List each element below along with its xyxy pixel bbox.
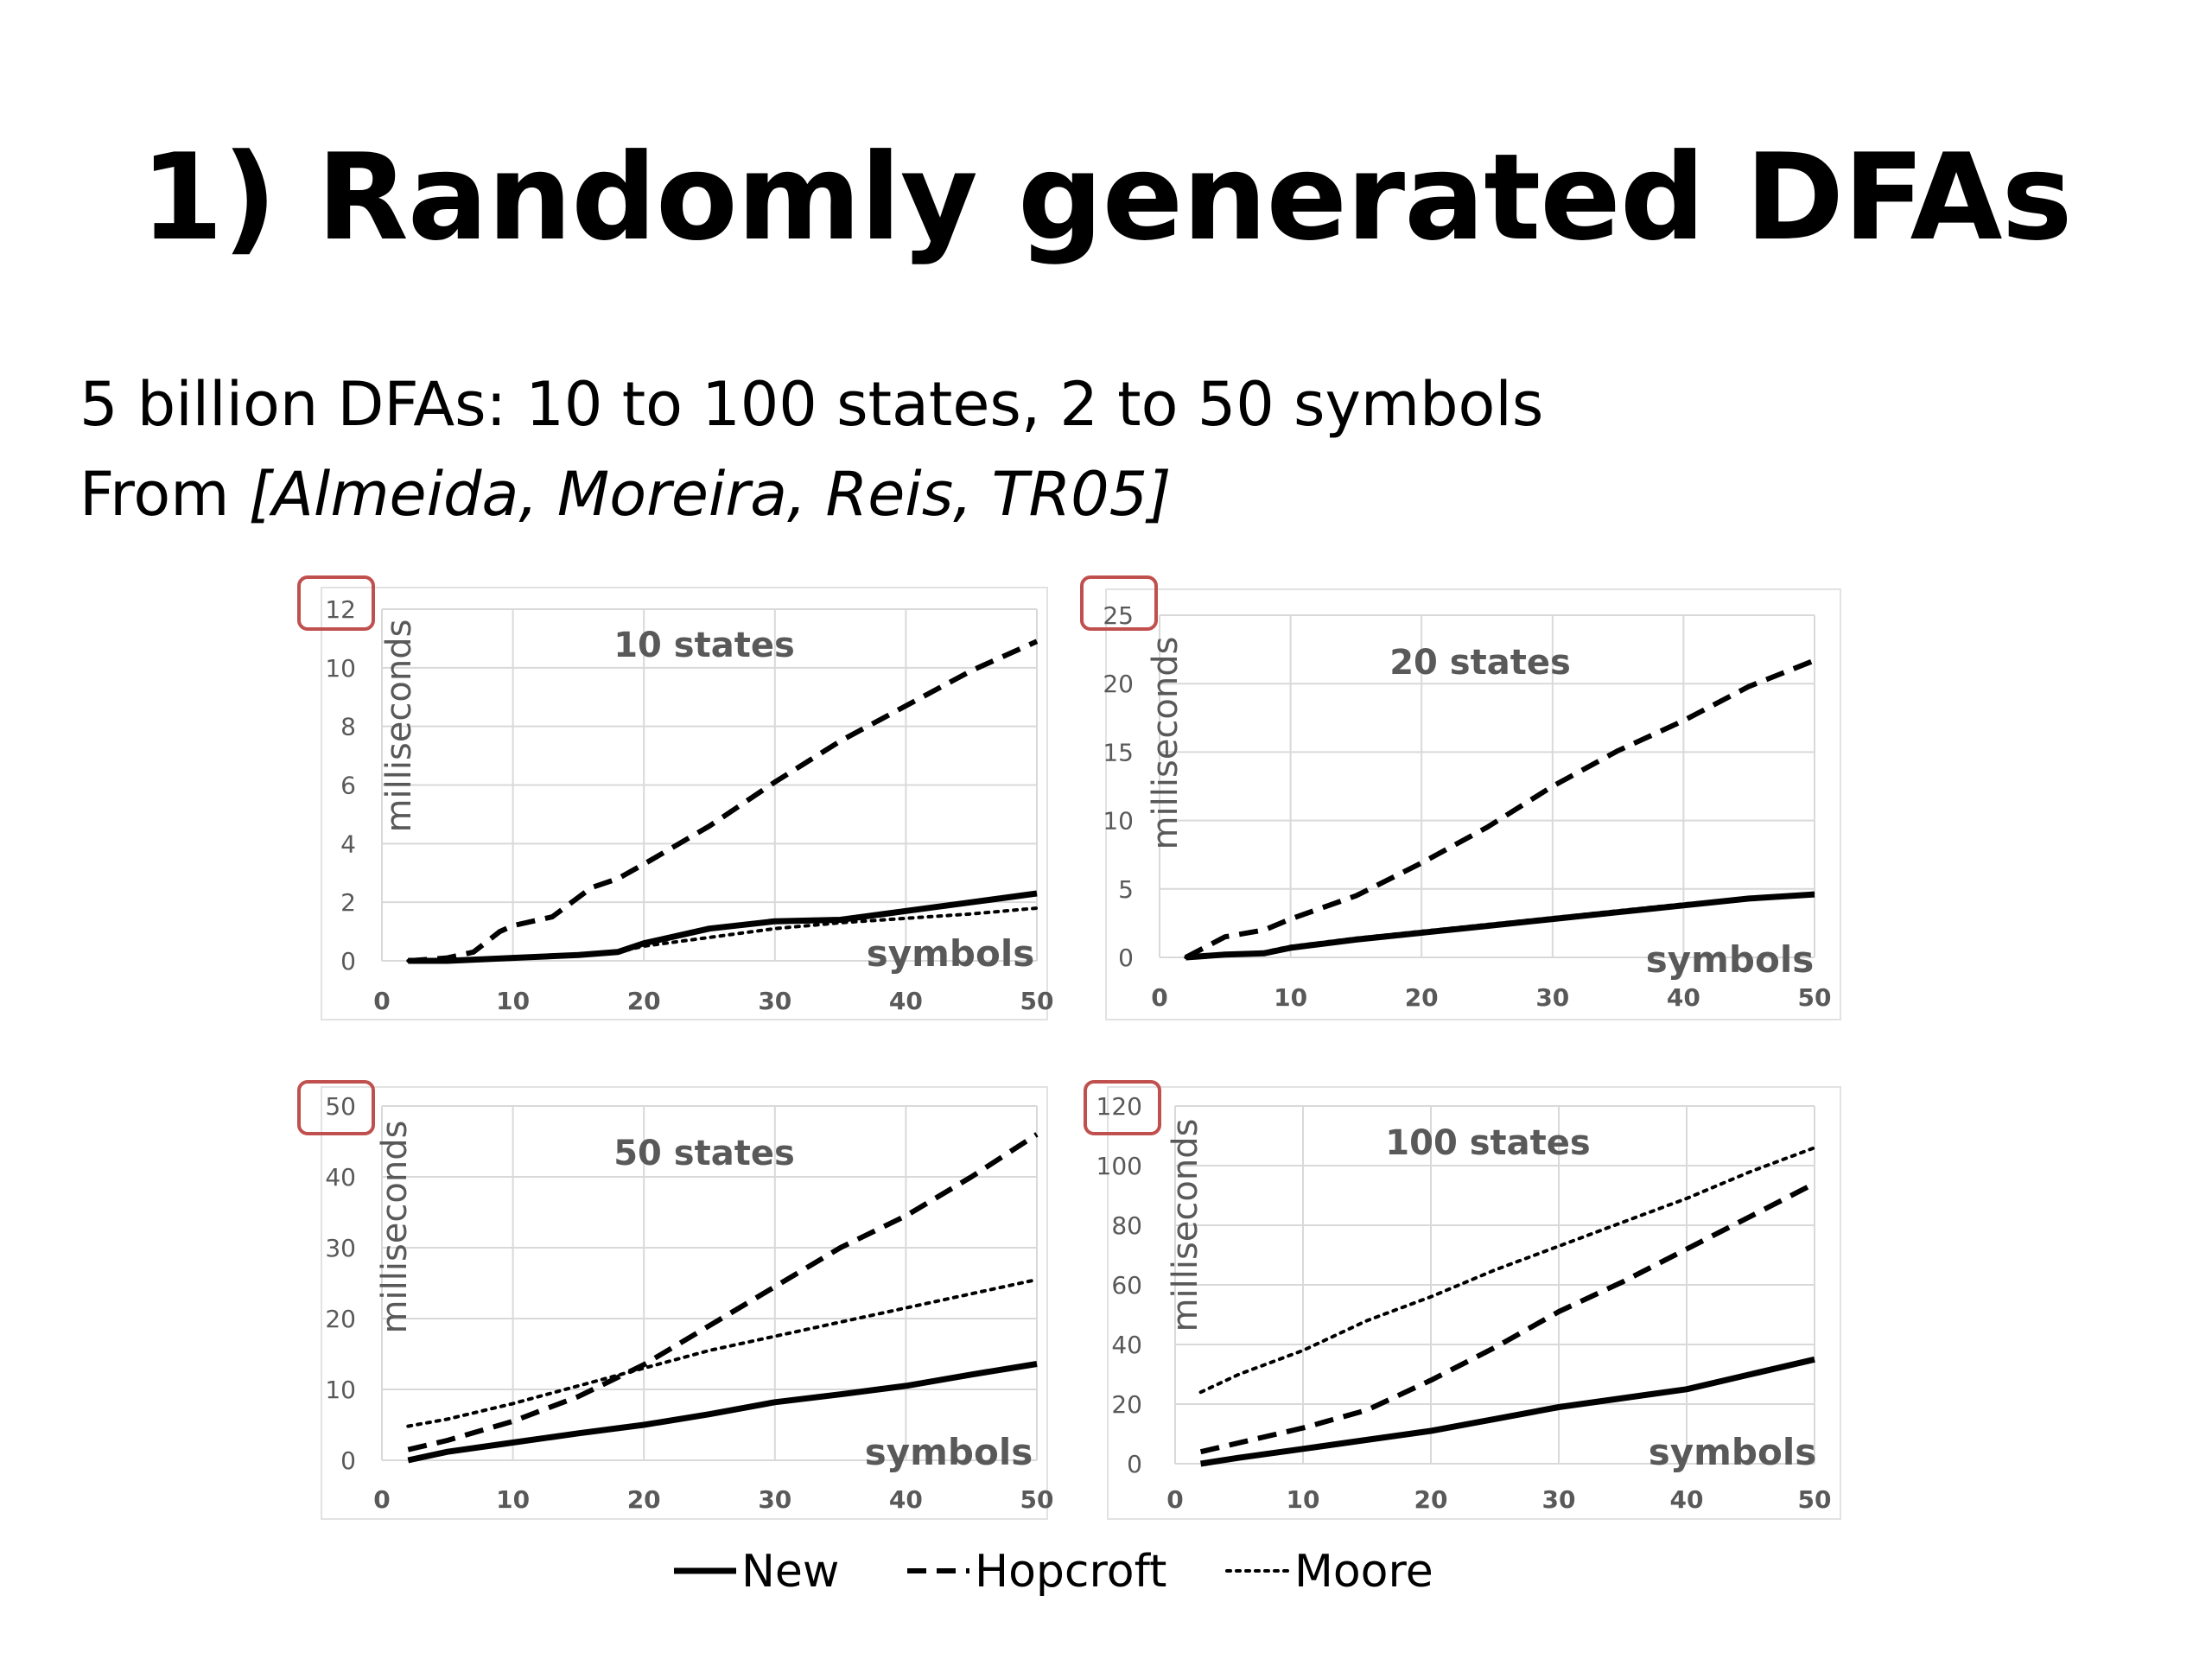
x-axis-label: symbols [865,1431,1033,1473]
x-tick-label: 40 [1670,1485,1704,1514]
x-tick-label: 40 [889,987,923,1015]
legend-label: New [741,1546,839,1598]
y-tick-label: 10 [325,654,356,683]
x-tick-label: 20 [627,1485,661,1514]
legend-label: Moore [1294,1546,1433,1598]
slide-title: 1) Randomly generated DFAs [140,128,2072,267]
x-axis-label: symbols [1649,1431,1816,1473]
x-tick-label: 20 [1414,1485,1448,1514]
highlight-box [1080,575,1158,631]
y-tick-label: 30 [325,1234,356,1262]
x-tick-label: 10 [1287,1485,1320,1514]
series-line-hopcroft [407,1132,1039,1452]
chart-title: 50 states [613,1134,795,1173]
chart-frame [321,587,1048,1020]
y-tick-label: 10 [325,1376,356,1404]
y-tick-label: 0 [1118,944,1134,972]
chart-1: 0 2 4 6 8 10 12 0 10 20 30 40 50 milliseconds 10 state… [297,575,1054,1020]
highlight-box [297,575,375,631]
x-tick-label: 10 [496,1485,530,1514]
x-axis-label: symbols [867,932,1034,975]
chart-title: 10 states [613,626,795,665]
x-tick-label: 40 [1667,983,1700,1012]
highlight-box [297,1080,375,1135]
legend-item-new: New [674,1546,839,1598]
series-line-new [407,1361,1038,1464]
y-tick-label: 20 [1103,670,1134,698]
x-tick-label: 0 [1151,983,1167,1012]
citation-reference: [Almeida, Moreira, Reis, TR05] [248,459,1172,530]
y-tick-label: 40 [1111,1331,1142,1359]
y-tick-label: 10 [1103,807,1134,836]
chart-2: 0 5 10 15 20 25 0 10 20 30 40 50 milliseconds 20 stat… [1080,575,1841,1020]
y-axis-label: milliseconds [1166,1119,1205,1332]
y-tick-label: 5 [1118,875,1134,904]
x-tick-label: 20 [1405,983,1439,1012]
x-tick-label: 0 [373,1485,390,1514]
y-tick-label: 100 [1096,1152,1142,1180]
highlight-box [1084,1080,1161,1135]
y-tick-label: 20 [1111,1390,1142,1419]
x-tick-label: 50 [1020,987,1054,1015]
y-tick-label: 60 [1111,1271,1142,1300]
y-tick-label: 0 [1127,1450,1142,1478]
series-line-moore [1198,1146,1816,1395]
x-tick-label: 50 [1798,1485,1832,1514]
x-tick-label: 50 [1020,1485,1054,1514]
y-axis-label: milliseconds [1146,637,1185,850]
series-line-hopcroft [408,639,1039,963]
y-axis-label: milliseconds [375,1121,415,1334]
chart-4: 0 20 40 60 80 100 120 0 10 20 30 40 50 milliseconds 10… [1084,1080,1841,1520]
x-tick-label: 30 [758,987,791,1015]
series-line-hopcroft [1199,1181,1816,1455]
series-line-moore [406,906,1039,963]
series-line-hopcroft [1184,658,1816,960]
legend-item-hopcroft: Hopcroft [907,1546,1166,1598]
x-tick-label: 30 [1535,983,1569,1012]
x-tick-label: 40 [889,1485,923,1514]
subtitle-line-2: From [Almeida, Moreira, Reis, TR05] [79,464,1171,524]
y-tick-label: 6 [340,772,356,800]
y-tick-label: 0 [340,1446,356,1475]
y-tick-label: 8 [340,713,356,741]
x-tick-label: 10 [1274,983,1307,1012]
x-axis-label: symbols [1646,938,1814,981]
x-tick-label: 0 [1166,1485,1183,1514]
y-tick-label: 80 [1111,1211,1142,1240]
chart-frame [1105,588,1841,1020]
x-tick-label: 30 [1542,1485,1576,1514]
y-axis-label: milliseconds [379,620,419,833]
series-line-moore [1184,891,1816,959]
chart-title: 100 states [1385,1123,1590,1163]
y-tick-label: 15 [1103,738,1134,766]
chart-legend: New Hopcroft Moore [674,1546,1433,1598]
chart-3: 0 10 20 30 40 50 0 10 20 30 40 50 milliseconds 50 sta… [297,1080,1054,1520]
chart-frame [1107,1086,1841,1520]
x-tick-label: 0 [373,987,390,1015]
series-line-new [1200,1356,1815,1467]
y-tick-label: 2 [340,888,356,917]
y-tick-label: 4 [340,830,356,858]
y-tick-label: 20 [325,1305,356,1333]
legend-item-moore: Moore [1225,1546,1433,1598]
y-tick-label: 120 [1096,1092,1142,1121]
y-tick-label: 12 [325,595,356,624]
chart-title: 20 states [1389,643,1571,683]
y-tick-label: 40 [325,1163,356,1192]
y-tick-label: 25 [1103,601,1134,630]
x-tick-label: 50 [1798,983,1832,1012]
legend-label: Hopcroft [975,1546,1166,1598]
subtitle-line-1: 5 billion DFAs: 10 to 100 states, 2 to 5… [79,369,1544,440]
chart-frame [321,1086,1048,1520]
y-tick-label: 50 [325,1092,356,1121]
subtitle-from-prefix: From [79,459,249,530]
series-line-moore [406,1277,1039,1428]
x-tick-label: 20 [627,987,661,1015]
x-tick-label: 10 [496,987,530,1015]
x-tick-label: 30 [758,1485,791,1514]
y-tick-label: 0 [340,947,356,976]
